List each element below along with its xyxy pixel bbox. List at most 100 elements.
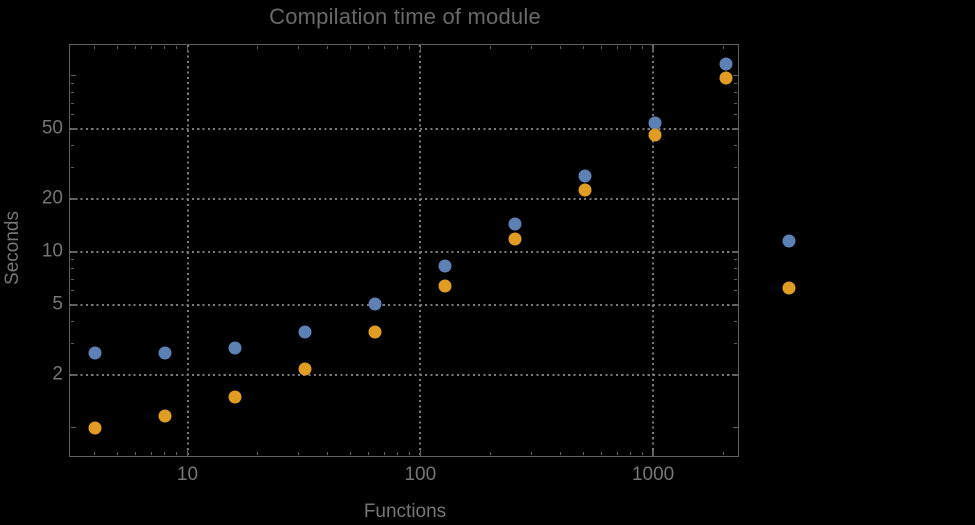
tick-x-top-300 — [530, 45, 532, 49]
tick-x-top-80 — [397, 45, 399, 49]
tick-y-right-40 — [734, 145, 738, 147]
tick-y-40 — [70, 145, 74, 147]
data-point-series-orange-x1024 — [648, 128, 662, 142]
tick-y-right-4 — [734, 321, 738, 323]
gridline-y-5 — [70, 303, 738, 306]
x-tick-label-100: 100 — [404, 464, 437, 485]
tick-y-right-80 — [734, 92, 738, 94]
data-point-series-orange-x64 — [368, 325, 382, 339]
tick-y-right-100 — [732, 75, 738, 77]
tick-x-top-800 — [630, 45, 632, 49]
tick-x-top-4 — [94, 45, 96, 49]
data-point-series-orange-x16 — [228, 390, 242, 404]
tick-x-top-70 — [383, 45, 385, 49]
tick-x-200 — [489, 452, 491, 456]
tick-y-20 — [70, 198, 77, 200]
legend-marker-orange — [782, 281, 796, 295]
gridline-x-1000 — [652, 45, 655, 456]
tick-x-top-900 — [641, 45, 643, 49]
y-tick-label-50: 50 — [41, 117, 63, 139]
tick-x-top-40 — [327, 45, 329, 49]
data-point-series-orange-x512 — [578, 183, 592, 197]
tick-x-7 — [150, 452, 152, 456]
tick-x-300 — [530, 452, 532, 456]
tick-y-10 — [70, 251, 77, 253]
data-point-series-blue-x1024 — [648, 116, 662, 130]
data-point-series-orange-x2048 — [719, 71, 733, 85]
tick-y-6 — [70, 290, 74, 292]
tick-x-900 — [641, 452, 643, 456]
tick-y-right-9 — [734, 259, 738, 261]
tick-x-800 — [630, 452, 632, 456]
data-point-series-blue-x2048 — [719, 57, 733, 71]
tick-x-top-6 — [135, 45, 137, 49]
tick-x-4 — [94, 452, 96, 456]
x-tick-label-1000: 1000 — [631, 464, 675, 485]
tick-x-400 — [559, 452, 561, 456]
tick-y-right-30 — [734, 167, 738, 169]
tick-y-right-2 — [731, 374, 738, 376]
tick-x-top-500 — [582, 45, 584, 49]
y-tick-label-2: 2 — [52, 363, 63, 385]
data-point-series-orange-x4 — [88, 421, 102, 435]
data-point-series-blue-x32 — [298, 325, 312, 339]
tick-x-70 — [383, 452, 385, 456]
tick-x-1000 — [652, 449, 654, 456]
data-point-series-orange-x8 — [158, 409, 172, 423]
tick-x-30 — [298, 452, 300, 456]
tick-x-top-7 — [150, 45, 152, 49]
tick-x-60 — [368, 452, 370, 456]
tick-x-top-10 — [186, 45, 189, 52]
tick-y-right-70 — [734, 102, 738, 104]
tick-y-70 — [70, 102, 74, 104]
tick-y-9 — [70, 259, 74, 261]
x-tick-label-10: 10 — [176, 464, 199, 485]
tick-y-right-1 — [732, 427, 738, 429]
tick-y-right-5 — [731, 304, 738, 306]
data-point-series-orange-x128 — [438, 279, 452, 293]
tick-x-top-20 — [257, 45, 259, 49]
tick-y-60 — [70, 114, 74, 116]
data-point-series-blue-x64 — [368, 297, 382, 311]
gridline-x-10 — [186, 45, 189, 456]
tick-x-20 — [257, 452, 259, 456]
tick-x-9 — [176, 452, 178, 456]
data-point-series-blue-x512 — [578, 169, 592, 183]
data-point-series-blue-x256 — [508, 217, 522, 231]
tick-y-30 — [70, 167, 74, 169]
y-tick-label-10: 10 — [41, 240, 63, 262]
tick-y-right-7 — [734, 278, 738, 280]
tick-x-top-700 — [616, 45, 618, 49]
legend-marker-blue — [782, 234, 796, 248]
data-point-series-blue-x4 — [88, 346, 102, 360]
data-point-series-blue-x8 — [158, 346, 172, 360]
tick-x-top-600 — [600, 45, 602, 49]
y-tick-label-5: 5 — [52, 293, 63, 315]
tick-x-700 — [616, 452, 618, 456]
tick-y-right-90 — [734, 83, 738, 85]
tick-x-100 — [419, 449, 422, 456]
gridline-x-100 — [419, 45, 422, 456]
tick-y-right-10 — [731, 251, 738, 253]
data-point-series-blue-x128 — [438, 259, 452, 273]
tick-x-top-50 — [349, 45, 351, 49]
tick-y-5 — [70, 304, 77, 306]
gridline-y-10 — [70, 250, 738, 253]
tick-y-90 — [70, 83, 74, 85]
tick-y-4 — [70, 321, 74, 323]
tick-y-100 — [70, 75, 76, 77]
tick-x-top-200 — [489, 45, 491, 49]
tick-x-600 — [600, 452, 602, 456]
tick-x-80 — [397, 452, 399, 456]
x-axis-title: Functions — [363, 501, 447, 522]
plot-title: Compilation time of module — [269, 4, 541, 29]
tick-x-8 — [164, 452, 166, 456]
tick-x-top-100 — [419, 45, 422, 52]
tick-y-right-8 — [734, 268, 738, 270]
tick-y-3 — [70, 343, 74, 345]
tick-x-top-5 — [116, 45, 118, 49]
plot-frame — [69, 44, 739, 457]
y-tick-label-20: 20 — [41, 187, 63, 209]
tick-x-top-90 — [409, 45, 411, 49]
